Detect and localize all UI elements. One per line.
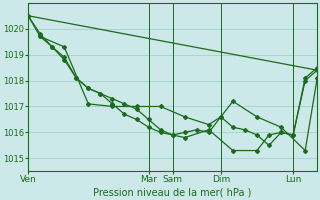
- X-axis label: Pression niveau de la mer( hPa ): Pression niveau de la mer( hPa ): [93, 187, 252, 197]
